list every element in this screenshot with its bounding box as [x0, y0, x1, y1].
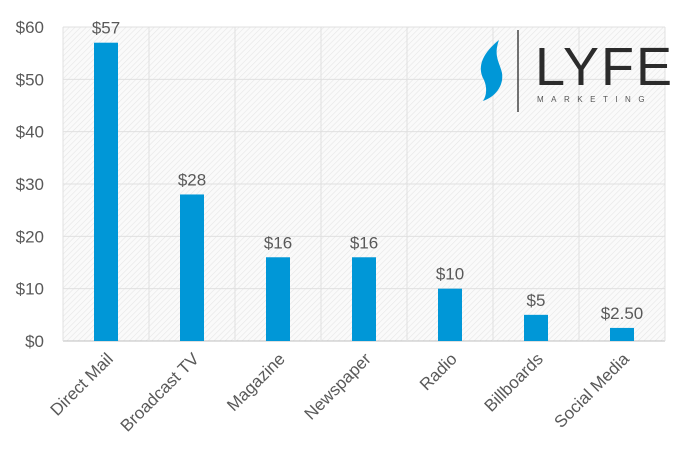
x-tick-label: Direct Mail: [47, 349, 117, 419]
y-tick-label: $20: [16, 227, 44, 246]
x-tick-label: Broadcast TV: [117, 349, 204, 436]
x-tick-label: Magazine: [223, 349, 289, 415]
x-tick-label: Social Media: [551, 349, 634, 432]
y-tick-label: $30: [16, 175, 44, 194]
data-label: $57: [92, 19, 120, 38]
data-label: $5: [527, 291, 546, 310]
y-tick-label: $10: [16, 280, 44, 299]
bar: [180, 194, 204, 341]
x-axis: Direct Mail Broadcast TV Magazine Newspaper…: [47, 349, 634, 436]
data-label: $16: [350, 233, 378, 252]
bar: [266, 257, 290, 341]
data-label: $2.50: [601, 304, 644, 323]
logo-tagline: MARKETING: [537, 95, 652, 104]
data-labels: $57 $28 $16 $16 $10 $5 $2.50: [92, 19, 643, 323]
y-axis: $0 $10 $20 $30 $40 $50 $60: [16, 18, 44, 351]
data-label: $10: [436, 265, 464, 284]
data-label: $28: [178, 170, 206, 189]
bar: [610, 327, 634, 341]
y-tick-label: $60: [16, 18, 44, 37]
data-label: $16: [264, 233, 292, 252]
x-tick-label: Newspaper: [301, 349, 375, 423]
bar: [352, 257, 376, 341]
y-tick-label: $50: [16, 70, 44, 89]
logo-word-prefix: LY: [535, 37, 601, 97]
bar: [438, 288, 462, 341]
y-tick-label: $0: [25, 332, 44, 351]
lyfe-logo: LYFE MARKETING: [480, 30, 674, 112]
logo-wordmark: LYFE: [535, 37, 674, 97]
logo-word-suffix: FE: [601, 37, 674, 97]
y-tick-label: $40: [16, 123, 44, 142]
bar: [94, 42, 118, 341]
x-tick-label: Billboards: [481, 349, 547, 415]
bars: [94, 42, 634, 341]
flame-icon: [480, 40, 503, 101]
x-tick-label: Radio: [416, 349, 461, 394]
bar: [524, 314, 548, 341]
